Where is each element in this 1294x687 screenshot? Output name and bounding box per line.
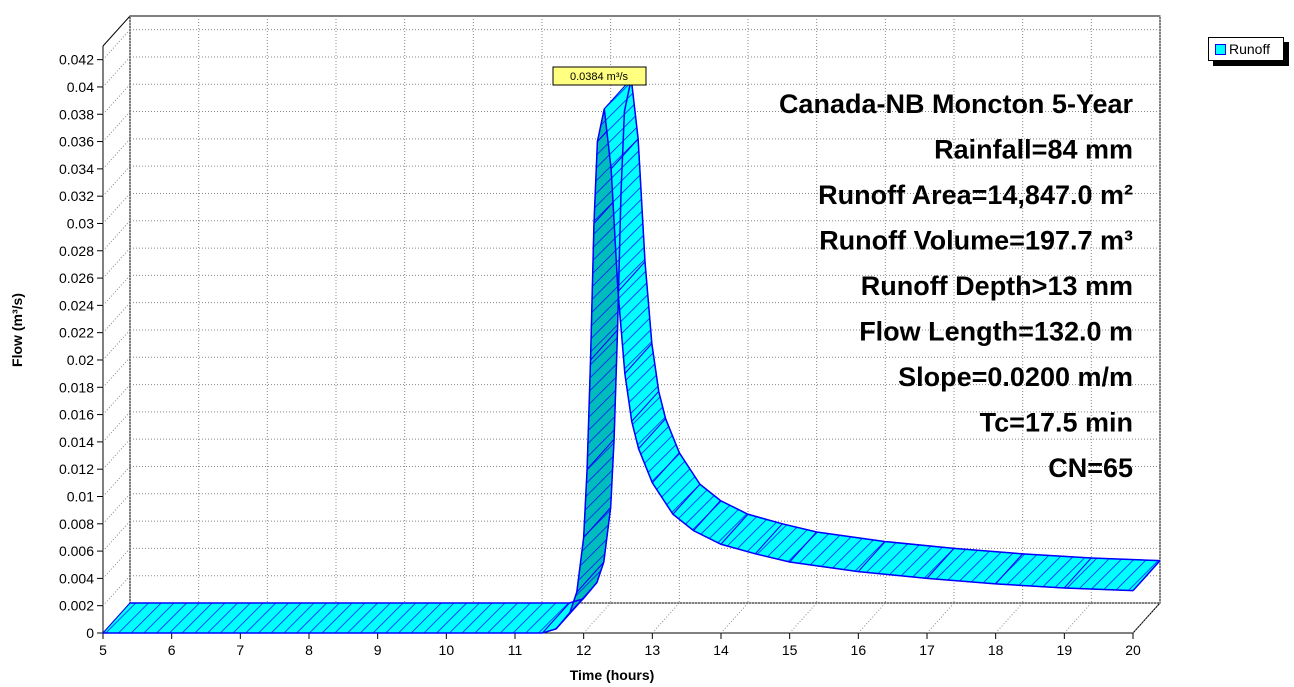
annotation-line: CN=65: [1048, 453, 1133, 483]
x-tick-label: 13: [645, 642, 661, 658]
y-tick-label: 0.026: [59, 270, 94, 286]
depth-edge-top: [102, 15, 131, 47]
y-grid-depth: [102, 165, 131, 197]
y-grid-depth: [102, 56, 131, 88]
peak-label: 0.0384 m³/s: [552, 66, 647, 86]
y-grid-depth: [102, 138, 131, 170]
annotation-line: Runoff Area=14,847.0 m²: [818, 180, 1133, 210]
y-grid-depth: [102, 247, 131, 279]
y-grid-depth: [102, 220, 131, 252]
y-tick-label: 0.006: [59, 543, 94, 559]
y-tick-label: 0.034: [59, 161, 94, 177]
x-grid-depth: [1063, 602, 1092, 634]
x-tick-label: 9: [374, 642, 382, 658]
y-tick-label: 0: [86, 625, 94, 641]
x-tick-label: 11: [508, 642, 523, 658]
y-tick-label: 0.04: [67, 79, 94, 95]
y-tick-label: 0.032: [59, 188, 94, 204]
y-tick-label: 0.018: [59, 379, 94, 395]
annotation-line: Canada-NB Moncton 5-Year: [779, 89, 1134, 119]
y-tick-label: 0.008: [59, 516, 94, 532]
runoff-back-edge: [130, 78, 1161, 604]
y-tick-label: 0.038: [59, 106, 94, 122]
y-tick-label: 0.012: [59, 461, 94, 477]
x-grid-depth: [926, 602, 955, 634]
y-tick-label: 0.016: [59, 407, 94, 423]
annotation-line: Slope=0.0200 m/m: [898, 362, 1133, 392]
y-grid-depth: [102, 83, 131, 115]
legend-swatch-runoff: [1215, 43, 1226, 55]
x-grid-depth: [583, 602, 612, 634]
x-tick-label: 18: [988, 642, 1004, 658]
y-tick-label: 0.03: [67, 215, 94, 231]
y-grid-depth: [102, 520, 131, 552]
x-tick-label: 20: [1125, 642, 1141, 658]
x-axis-title: Time (hours): [570, 667, 655, 683]
y-grid-depth: [102, 356, 131, 388]
x-tick-label: 7: [236, 642, 244, 658]
x-tick-label: 16: [851, 642, 867, 658]
y-tick-label: 0.004: [59, 570, 94, 586]
y-grid-depth: [102, 329, 131, 361]
x-tick-label: 12: [576, 642, 592, 658]
runoff-end-cap: [1132, 560, 1161, 592]
grid-lines: [102, 16, 1161, 634]
annotation-line: Flow Length=132.0 m: [859, 317, 1133, 347]
y-grid-depth: [102, 438, 131, 470]
peak-label-text: 0.0384 m³/s: [570, 71, 629, 83]
y-tick-label: 0.02: [67, 352, 94, 368]
x-tick-label: 8: [305, 642, 313, 658]
y-grid-depth: [102, 466, 131, 497]
x-tick-label: 19: [1057, 642, 1073, 658]
y-grid-depth: [102, 575, 131, 607]
y-tick-label: 0.014: [59, 434, 94, 450]
y-tick-label: 0.042: [59, 52, 94, 68]
y-tick-label: 0.024: [59, 297, 94, 313]
annotation-line: Tc=17.5 min: [980, 408, 1133, 438]
legend-label-runoff: Runoff: [1229, 41, 1270, 57]
annotation-line: Runoff Volume=197.7 m³: [819, 226, 1133, 256]
y-grid-depth: [102, 275, 131, 306]
back-wall: [129, 15, 1161, 604]
y-grid-depth: [102, 193, 131, 224]
y-grid-depth: [102, 548, 131, 579]
series-runoff: [102, 78, 1161, 634]
x-grid-depth: [1132, 602, 1161, 634]
y-grid-depth: [102, 384, 131, 415]
tick-labels: 0 0.002 0.004 0.006 0.008 0.01 0.012 0.014 0.016…: [59, 52, 1141, 658]
runoff-front-edge: [103, 108, 1134, 634]
x-tick-label: 10: [439, 642, 455, 658]
x-tick-label: 5: [99, 642, 107, 658]
annotation-block: Canada-NB Moncton 5-Year Rainfall=84 mm Ru…: [779, 89, 1134, 483]
x-grid-depth: [651, 602, 680, 634]
legend: Runoff: [1208, 37, 1284, 61]
y-tick-label: 0.028: [59, 243, 94, 259]
y-tick-label: 0.022: [59, 325, 94, 341]
y-tick-label: 0.036: [59, 134, 94, 150]
y-axis-title: Flow (m³/s): [9, 293, 25, 367]
y-grid-depth: [102, 411, 131, 443]
y-tick-label: 0.002: [59, 598, 94, 614]
annotation-line: Rainfall=84 mm: [934, 135, 1133, 165]
y-grid-depth: [102, 302, 131, 334]
x-grid-depth: [857, 602, 886, 634]
x-tick-label: 15: [782, 642, 798, 658]
x-tick-label: 14: [713, 642, 729, 658]
x-tick-label: 6: [168, 642, 176, 658]
runoff-ribbon-segment: [102, 602, 570, 634]
y-tick-label: 0.01: [67, 488, 94, 504]
y-grid-depth: [102, 29, 131, 60]
peak-label-box: [552, 66, 647, 86]
x-grid-depth: [720, 602, 749, 634]
y-grid-depth: [102, 111, 131, 142]
x-tick-label: 17: [919, 642, 935, 658]
x-grid-depth: [995, 602, 1024, 634]
x-grid-depth: [789, 602, 818, 634]
annotation-line: Runoff Depth>13 mm: [861, 271, 1133, 301]
y-grid-depth: [102, 493, 131, 525]
